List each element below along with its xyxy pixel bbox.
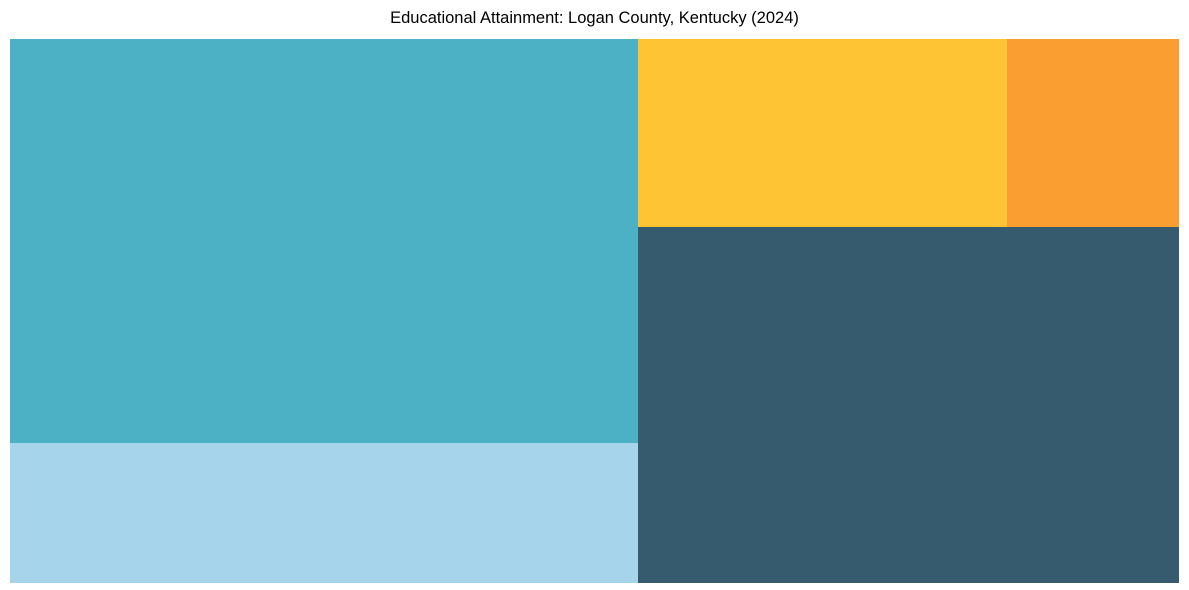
chart-title: Educational Attainment: Logan County, Ke… (390, 9, 799, 27)
treemap-plot-area (10, 39, 1179, 583)
treemap-segment-tile-orange[interactable] (1007, 39, 1179, 227)
treemap-segment-tile-yellow[interactable] (637, 39, 1008, 227)
treemap-segment-tile-dark-slate[interactable] (637, 227, 1179, 583)
treemap-segment-tile-teal-large[interactable] (10, 39, 638, 443)
treemap-segment-tile-light-blue[interactable] (10, 442, 638, 583)
